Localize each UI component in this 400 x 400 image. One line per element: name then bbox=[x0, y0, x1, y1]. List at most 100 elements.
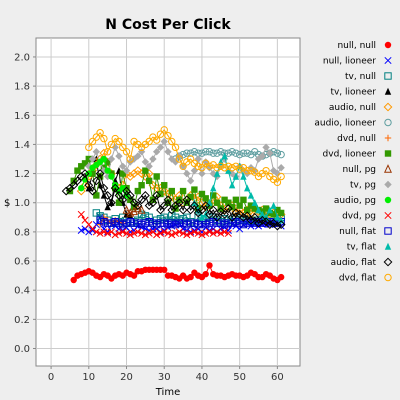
data-point bbox=[274, 213, 281, 221]
data-point bbox=[119, 184, 126, 192]
data-point bbox=[240, 172, 247, 180]
data-point bbox=[232, 149, 240, 157]
data-point bbox=[225, 166, 232, 174]
data-point bbox=[276, 220, 286, 230]
data-point bbox=[224, 229, 232, 237]
legend-marker bbox=[384, 180, 392, 189]
data-point bbox=[239, 149, 248, 157]
data-point bbox=[217, 219, 225, 227]
data-point bbox=[224, 162, 233, 170]
chart-title: N Cost Per Click bbox=[105, 17, 231, 33]
data-point bbox=[152, 136, 161, 144]
data-point bbox=[99, 183, 109, 193]
data-point bbox=[261, 217, 271, 227]
data-point bbox=[224, 149, 233, 157]
data-point bbox=[171, 229, 180, 237]
data-point bbox=[96, 216, 104, 224]
legend-label: null, flat bbox=[339, 227, 376, 237]
data-point bbox=[262, 143, 270, 152]
data-point bbox=[205, 148, 214, 156]
data-point bbox=[247, 202, 255, 209]
legend-label: tv, null bbox=[345, 72, 376, 82]
data-point bbox=[134, 228, 142, 236]
data-point bbox=[213, 149, 221, 157]
series-dvd-flat bbox=[85, 126, 285, 187]
legend-item: tv, flat bbox=[347, 242, 392, 253]
data-point bbox=[202, 229, 210, 237]
data-point bbox=[108, 173, 115, 180]
data-point bbox=[213, 219, 221, 227]
data-point bbox=[172, 205, 179, 212]
axis-ticks: 0 10 20 30 40 50 60 0.0 0.2 0.4 0.6 0.8 1.0 1.2 1.4 1.6… bbox=[14, 52, 284, 383]
data-point bbox=[168, 137, 176, 146]
y-tick-label: 0.0 bbox=[14, 344, 30, 355]
data-point bbox=[141, 212, 150, 220]
data-point bbox=[186, 177, 195, 185]
data-point bbox=[205, 219, 214, 227]
data-point bbox=[122, 186, 131, 196]
data-point bbox=[100, 134, 108, 143]
data-point bbox=[119, 220, 127, 229]
data-point bbox=[183, 213, 191, 222]
data-point bbox=[107, 219, 116, 227]
data-point bbox=[129, 169, 139, 178]
data-point bbox=[160, 137, 168, 146]
data-point bbox=[223, 204, 233, 213]
data-point bbox=[269, 218, 279, 228]
data-point bbox=[213, 169, 221, 177]
data-point bbox=[270, 211, 277, 218]
x-tick-label: 30 bbox=[158, 372, 171, 383]
data-point bbox=[179, 215, 187, 223]
data-point bbox=[141, 158, 150, 166]
data-point bbox=[247, 166, 255, 175]
data-point bbox=[164, 220, 172, 229]
data-point bbox=[235, 165, 244, 173]
legend-item: audio, pg bbox=[334, 196, 392, 206]
data-point bbox=[217, 205, 224, 212]
data-point bbox=[103, 191, 113, 200]
data-point bbox=[201, 201, 211, 211]
data-point bbox=[160, 228, 168, 236]
data-point bbox=[91, 176, 101, 186]
y-tick-label: 0.8 bbox=[14, 227, 30, 238]
data-point bbox=[145, 229, 153, 237]
data-point bbox=[145, 177, 153, 185]
data-point bbox=[251, 199, 258, 206]
data-point bbox=[197, 205, 207, 215]
data-point bbox=[206, 262, 213, 269]
y-tick-label: 0.4 bbox=[14, 286, 30, 297]
data-point bbox=[111, 222, 119, 230]
data-point bbox=[115, 219, 123, 227]
data-point bbox=[104, 203, 111, 211]
data-point bbox=[88, 186, 97, 196]
data-point bbox=[258, 152, 266, 160]
legend-item: null, pg bbox=[342, 164, 392, 175]
data-point bbox=[118, 195, 128, 205]
data-point bbox=[161, 182, 168, 189]
data-point bbox=[232, 172, 240, 180]
data-point bbox=[107, 228, 115, 236]
data-point bbox=[159, 201, 169, 211]
data-point bbox=[130, 206, 139, 216]
data-point bbox=[96, 212, 104, 220]
data-point bbox=[92, 133, 101, 141]
data-point bbox=[100, 166, 108, 175]
data-point bbox=[137, 210, 146, 219]
data-point bbox=[186, 219, 195, 227]
data-point bbox=[221, 228, 229, 236]
data-point bbox=[115, 199, 123, 206]
y-tick-label: 0.6 bbox=[14, 257, 30, 268]
series-tv-pg bbox=[85, 137, 285, 185]
data-point bbox=[126, 217, 134, 226]
data-point bbox=[70, 276, 77, 284]
data-point bbox=[84, 180, 94, 190]
data-point bbox=[149, 196, 157, 204]
y-tick-label: 2.0 bbox=[14, 52, 30, 63]
data-point bbox=[122, 219, 131, 227]
data-point bbox=[65, 183, 75, 193]
y-tick-label: 1.0 bbox=[14, 198, 30, 209]
legend-item: null, null bbox=[337, 41, 392, 51]
legend-label: audio, pg bbox=[334, 196, 376, 206]
series-line bbox=[99, 219, 282, 226]
legend-marker bbox=[384, 242, 392, 250]
